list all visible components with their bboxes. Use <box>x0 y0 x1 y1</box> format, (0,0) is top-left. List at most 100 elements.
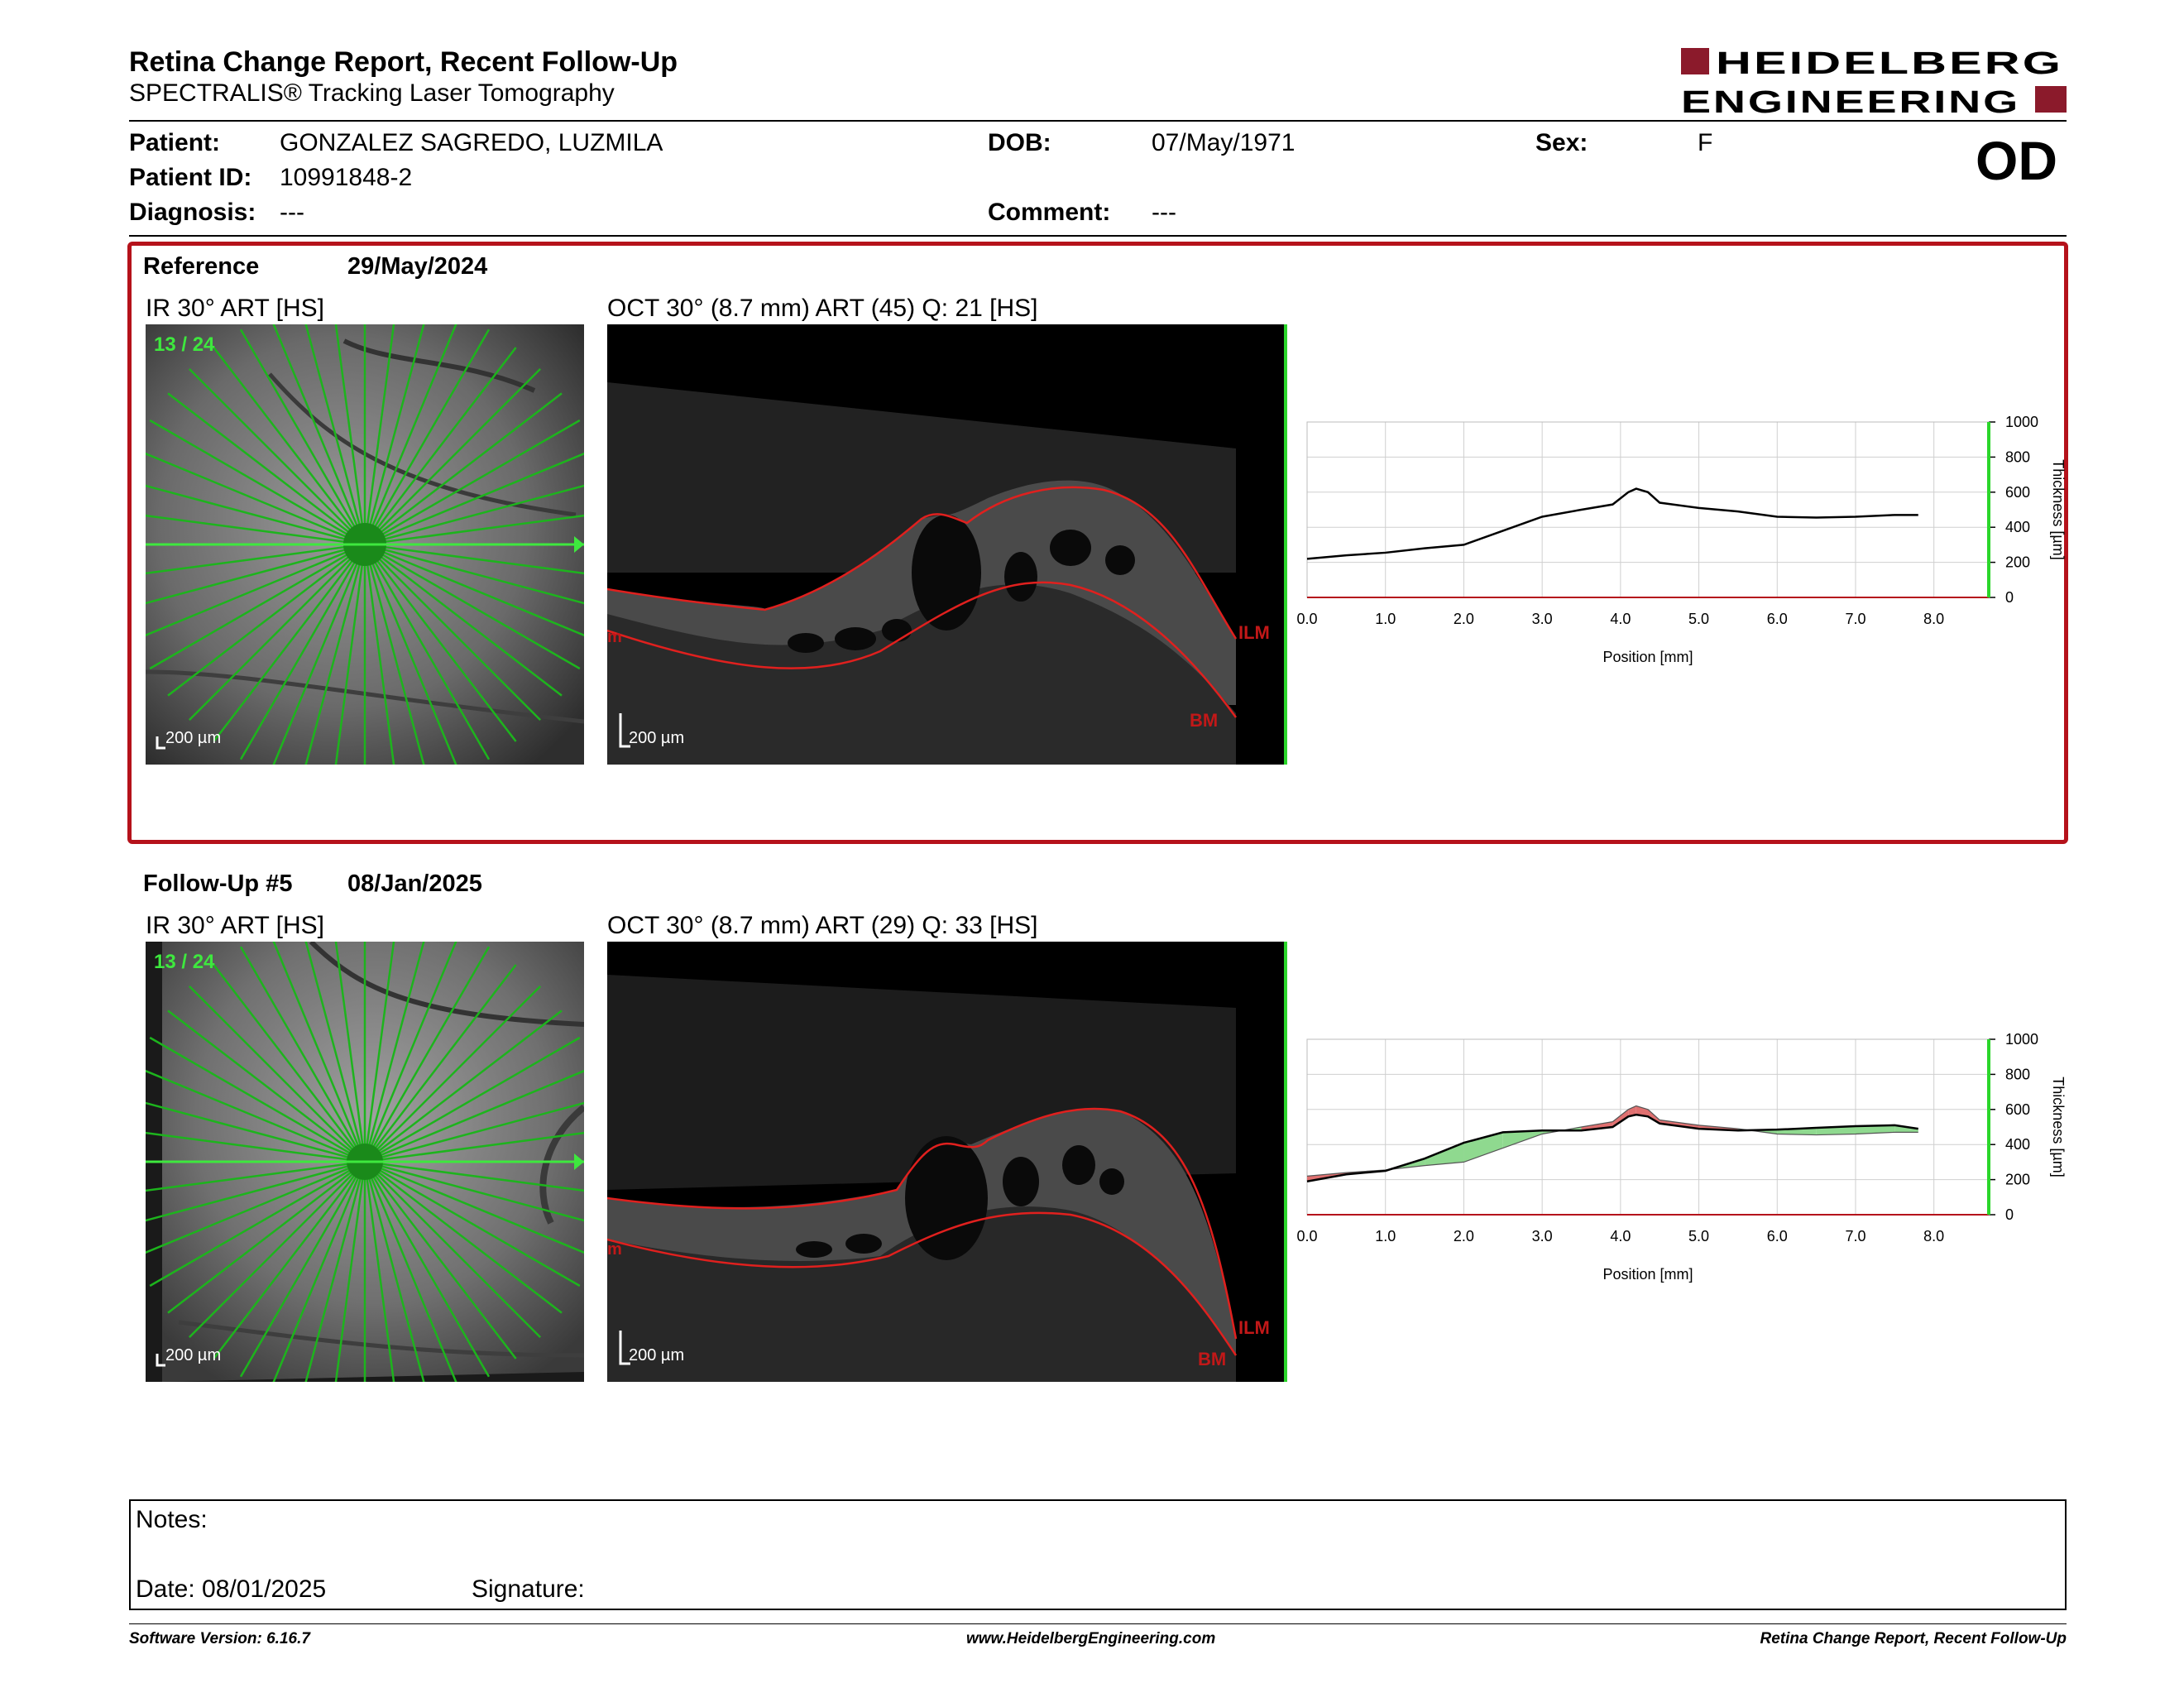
ref-chart-x-tick: 7.0 <box>1845 611 1866 627</box>
footer-report-name: Retina Change Report, Recent Follow-Up <box>1760 1630 2067 1647</box>
diagnosis-value: --- <box>280 199 304 226</box>
fu-chart-difference-segment <box>1648 1109 1660 1124</box>
ref-chart-y-tick: 200 <box>2005 554 2030 571</box>
followup-ir-scale: 200 µm <box>165 1346 221 1364</box>
followup-scan-index: 13 / 24 <box>154 951 215 973</box>
fu-chart-y-tick: 1000 <box>2005 1031 2038 1048</box>
notes-label: Notes: <box>136 1506 208 1533</box>
comment-value: --- <box>1152 199 1176 226</box>
patient-id-label: Patient ID: <box>129 164 252 191</box>
ref-chart-plot-frame <box>1306 421 1990 598</box>
fu-chart-y-tick: 0 <box>2005 1206 2014 1223</box>
reference-bm-label: BM <box>1190 710 1218 731</box>
followup-oct-image: ILM BM m 200 µm <box>607 942 1287 1382</box>
svg-text:HEIDELBERG: HEIDELBERG <box>1716 46 2063 81</box>
ref-chart-x-tick: 2.0 <box>1454 611 1474 627</box>
fu-chart-x-tick: 2.0 <box>1454 1228 1474 1244</box>
fu-chart-y-tick: 200 <box>2005 1172 2030 1188</box>
heidelberg-logo: HEIDELBERG ENGINEERING <box>1681 46 2067 116</box>
reference-label: Reference <box>143 253 260 280</box>
patient-name: GONZALEZ SAGREDO, LUZMILA <box>280 129 663 156</box>
patient-label: Patient: <box>129 129 221 156</box>
reference-ir-caption: IR 30° ART [HS] <box>146 295 324 322</box>
ref-chart-y-label: Thickness [µm] <box>2050 459 2067 559</box>
report-title: Retina Change Report, Recent Follow-Up <box>129 46 678 78</box>
followup-thickness-chart: 0.0 1.0 2.0 3.0 4.0 5.0 6.0 7.0 8.0 0 200 400 600 800… <box>1296 1031 2067 1283</box>
comment-label: Comment: <box>988 199 1111 226</box>
dob-value: 07/May/1971 <box>1152 129 1296 156</box>
followup-date: 08/Jan/2025 <box>347 870 482 897</box>
reference-thickness-chart: 0.0 1.0 2.0 3.0 4.0 5.0 6.0 7.0 8.0 0 200 400 600 800… <box>1296 414 2067 665</box>
eye-label: OD <box>1976 130 2057 191</box>
diagnosis-label: Diagnosis: <box>129 199 256 226</box>
fu-chart-y-tick: 600 <box>2005 1101 2030 1118</box>
ref-chart-x-tick: 3.0 <box>1532 611 1553 627</box>
sex-value: F <box>1698 129 1713 156</box>
ref-chart-x-tick: 0.0 <box>1296 611 1317 627</box>
patient-divider <box>129 235 2067 237</box>
reference-oct-scale: 200 µm <box>629 729 684 747</box>
fu-chart-x-tick: 7.0 <box>1845 1228 1866 1244</box>
ref-chart-y-tick: 0 <box>2005 589 2014 606</box>
fu-chart-difference-segment <box>1612 1109 1629 1127</box>
followup-label: Follow-Up #5 <box>143 870 293 897</box>
fu-chart-x-label: Position [mm] <box>1602 1266 1693 1283</box>
reference-edge-label: m <box>607 628 622 646</box>
followup-ilm-label: ILM <box>1238 1317 1270 1338</box>
followup-oct-caption: OCT 30° (8.7 mm) ART (29) Q: 33 [HS] <box>607 912 1038 939</box>
fu-chart-reference-line <box>1306 1105 1918 1177</box>
fu-chart-difference-segment <box>1855 1125 1895 1134</box>
fu-chart-x-tick: 3.0 <box>1532 1228 1553 1244</box>
ref-chart-x-tick: 8.0 <box>1923 611 1944 627</box>
fu-chart-y-label: Thickness [µm] <box>2050 1077 2067 1177</box>
reference-date: 29/May/2024 <box>347 253 488 280</box>
followup-ir-image: 13 / 24 200 µm <box>146 942 584 1382</box>
fu-chart-x-tick: 4.0 <box>1610 1228 1631 1244</box>
followup-edge-label: m <box>607 1240 622 1259</box>
ref-chart-y-tick: 600 <box>2005 484 2030 501</box>
ref-chart-x-tick: 5.0 <box>1688 611 1709 627</box>
ref-chart-y-tick: 1000 <box>2005 414 2038 430</box>
report-subtitle: SPECTRALIS® Tracking Laser Tomography <box>129 79 615 107</box>
software-version: Software Version: 6.16.7 <box>129 1630 310 1647</box>
notes-input[interactable] <box>347 1504 2055 1557</box>
followup-oct-scale: 200 µm <box>629 1346 684 1364</box>
svg-text:ENGINEERING: ENGINEERING <box>1681 85 2020 116</box>
ref-chart-thickness-line <box>1306 487 1918 560</box>
header-divider <box>129 120 2067 122</box>
reference-scan-index: 13 / 24 <box>154 333 215 356</box>
signature-label: Signature: <box>472 1575 585 1603</box>
ref-chart-x-tick: 4.0 <box>1610 611 1631 627</box>
fu-chart-difference-segment <box>1581 1121 1613 1131</box>
fu-chart-difference-segment <box>1502 1130 1543 1149</box>
fu-chart-x-tick: 5.0 <box>1688 1228 1709 1244</box>
footer-divider <box>129 1623 2067 1624</box>
fu-chart-y-tick: 800 <box>2005 1066 2030 1082</box>
website-link[interactable]: www.HeidelbergEngineering.com <box>966 1630 1216 1647</box>
fu-chart-current-line <box>1306 1113 1918 1182</box>
patient-id: 10991848-2 <box>280 164 413 191</box>
notes-box <box>129 1499 2067 1610</box>
ref-chart-x-tick: 1.0 <box>1375 611 1396 627</box>
fu-chart-x-tick: 0.0 <box>1296 1228 1317 1244</box>
ref-chart-x-tick: 6.0 <box>1767 611 1788 627</box>
ref-chart-y-tick: 400 <box>2005 519 2030 535</box>
dob-label: DOB: <box>988 129 1051 156</box>
reference-panel <box>127 242 2068 844</box>
followup-bm-label: BM <box>1198 1349 1226 1369</box>
followup-ir-caption: IR 30° ART [HS] <box>146 912 324 939</box>
fu-chart-difference-segment <box>1463 1132 1503 1163</box>
reference-ilm-label: ILM <box>1238 622 1270 643</box>
fu-chart-y-tick: 400 <box>2005 1136 2030 1153</box>
reference-ir-image: 13 / 24 200 µm <box>146 324 584 765</box>
fu-chart-difference-segment <box>1425 1143 1464 1166</box>
sex-label: Sex: <box>1535 129 1588 156</box>
notes-date: Date: 08/01/2025 <box>136 1575 327 1603</box>
ref-chart-x-label: Position [mm] <box>1602 649 1693 665</box>
fu-chart-x-tick: 1.0 <box>1375 1228 1396 1244</box>
reference-ir-scale: 200 µm <box>165 729 221 747</box>
fu-chart-x-tick: 6.0 <box>1767 1228 1788 1244</box>
reference-oct-caption: OCT 30° (8.7 mm) ART (45) Q: 21 [HS] <box>607 295 1038 322</box>
fu-chart-x-tick: 8.0 <box>1923 1228 1944 1244</box>
reference-oct-image: ILM BM m 200 µm <box>607 324 1287 765</box>
